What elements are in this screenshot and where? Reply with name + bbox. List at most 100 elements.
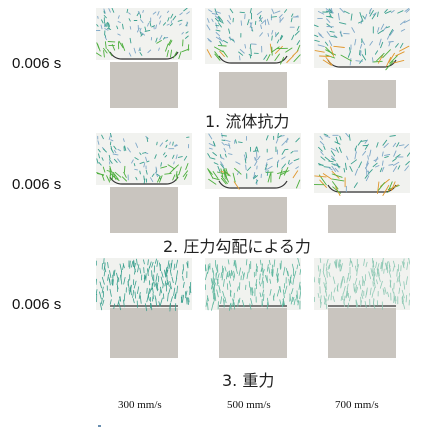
force-vector bbox=[258, 17, 263, 22]
force-vector bbox=[165, 43, 169, 52]
force-vector bbox=[122, 263, 125, 269]
force-vector bbox=[147, 259, 149, 266]
force-vector bbox=[325, 57, 333, 66]
force-vector bbox=[127, 279, 129, 286]
force-vector bbox=[282, 289, 285, 299]
force-vector bbox=[343, 10, 350, 14]
force-vector bbox=[224, 143, 231, 147]
force-vector bbox=[220, 163, 225, 170]
force-vector bbox=[274, 53, 280, 61]
force-vector bbox=[351, 260, 354, 268]
force-vector bbox=[368, 271, 372, 280]
force-vector bbox=[272, 264, 274, 274]
force-vector bbox=[181, 48, 190, 53]
force-vector bbox=[244, 43, 247, 49]
force-vector bbox=[109, 288, 112, 297]
force-vector bbox=[140, 19, 144, 24]
force-vector bbox=[325, 266, 328, 272]
force-vector bbox=[320, 151, 324, 156]
force-vector bbox=[336, 283, 339, 291]
force-vector bbox=[392, 265, 395, 272]
force-vector bbox=[294, 270, 297, 276]
force-vector bbox=[364, 143, 369, 150]
force-vector bbox=[245, 259, 248, 266]
force-vector bbox=[119, 263, 123, 273]
force-vector bbox=[267, 32, 270, 37]
force-vector bbox=[170, 296, 173, 303]
force-vector bbox=[222, 291, 225, 298]
force-vector bbox=[338, 146, 342, 153]
force-vector bbox=[388, 164, 394, 166]
force-vector bbox=[159, 175, 163, 183]
force-vector bbox=[361, 54, 367, 61]
force-vector bbox=[349, 295, 351, 302]
force-vector bbox=[396, 142, 400, 148]
force-vector bbox=[281, 156, 286, 160]
force-vector bbox=[120, 270, 122, 278]
force-vector bbox=[293, 54, 301, 63]
force-vector bbox=[163, 36, 166, 40]
force-vector bbox=[375, 156, 379, 163]
force-vector bbox=[259, 273, 261, 281]
force-vector bbox=[248, 53, 253, 57]
force-vector bbox=[207, 169, 214, 179]
force-vector bbox=[139, 161, 145, 165]
force-vector bbox=[147, 268, 149, 277]
force-vector bbox=[340, 263, 343, 272]
force-vector bbox=[319, 55, 332, 57]
force-vector bbox=[255, 179, 259, 184]
force-vector bbox=[150, 303, 153, 311]
force-vector bbox=[222, 267, 224, 274]
force-vector bbox=[220, 272, 223, 279]
force-vector bbox=[225, 273, 228, 280]
force-vector bbox=[134, 157, 139, 161]
force-vector bbox=[160, 165, 168, 169]
force-vector bbox=[372, 265, 374, 273]
force-vector bbox=[290, 150, 294, 154]
force-vector bbox=[212, 278, 216, 285]
force-vector bbox=[113, 145, 117, 150]
force-vector bbox=[332, 181, 339, 190]
force-vector bbox=[143, 275, 146, 283]
force-vector bbox=[329, 12, 332, 18]
force-vector bbox=[297, 300, 300, 306]
force-vector bbox=[385, 262, 388, 271]
force-vector bbox=[325, 290, 328, 297]
force-vector bbox=[349, 58, 352, 66]
force-vector bbox=[280, 56, 285, 65]
force-vector bbox=[260, 266, 263, 272]
force-vector bbox=[106, 175, 111, 183]
force-vector bbox=[101, 174, 105, 181]
force-vector bbox=[388, 264, 391, 272]
force-vector bbox=[131, 159, 134, 164]
force-vector bbox=[155, 171, 159, 177]
force-vector bbox=[393, 59, 405, 64]
force-vector bbox=[370, 267, 373, 277]
force-vector bbox=[359, 284, 362, 290]
force-vector bbox=[368, 169, 373, 174]
force-vector bbox=[160, 286, 163, 294]
force-vector bbox=[118, 301, 122, 311]
force-vector bbox=[330, 35, 338, 38]
time-label-row-1: 0.006 s bbox=[12, 55, 62, 72]
force-vector bbox=[129, 37, 132, 44]
force-vector bbox=[182, 294, 184, 303]
force-vector bbox=[277, 159, 280, 164]
force-vector bbox=[339, 8, 345, 14]
force-vector bbox=[147, 49, 152, 54]
force-vector bbox=[185, 290, 188, 299]
force-vector bbox=[257, 155, 261, 161]
force-vector bbox=[219, 41, 223, 46]
force-vector bbox=[375, 261, 378, 269]
force-vector bbox=[155, 258, 157, 264]
force-vector bbox=[269, 278, 272, 284]
force-vector bbox=[182, 269, 184, 275]
force-vector bbox=[248, 263, 250, 273]
force-vector bbox=[337, 12, 340, 21]
force-vector bbox=[319, 141, 325, 146]
force-vector bbox=[397, 165, 401, 170]
force-vector bbox=[328, 8, 333, 13]
force-vector bbox=[406, 152, 410, 157]
force-vector bbox=[206, 49, 212, 58]
force-vector bbox=[399, 42, 404, 49]
